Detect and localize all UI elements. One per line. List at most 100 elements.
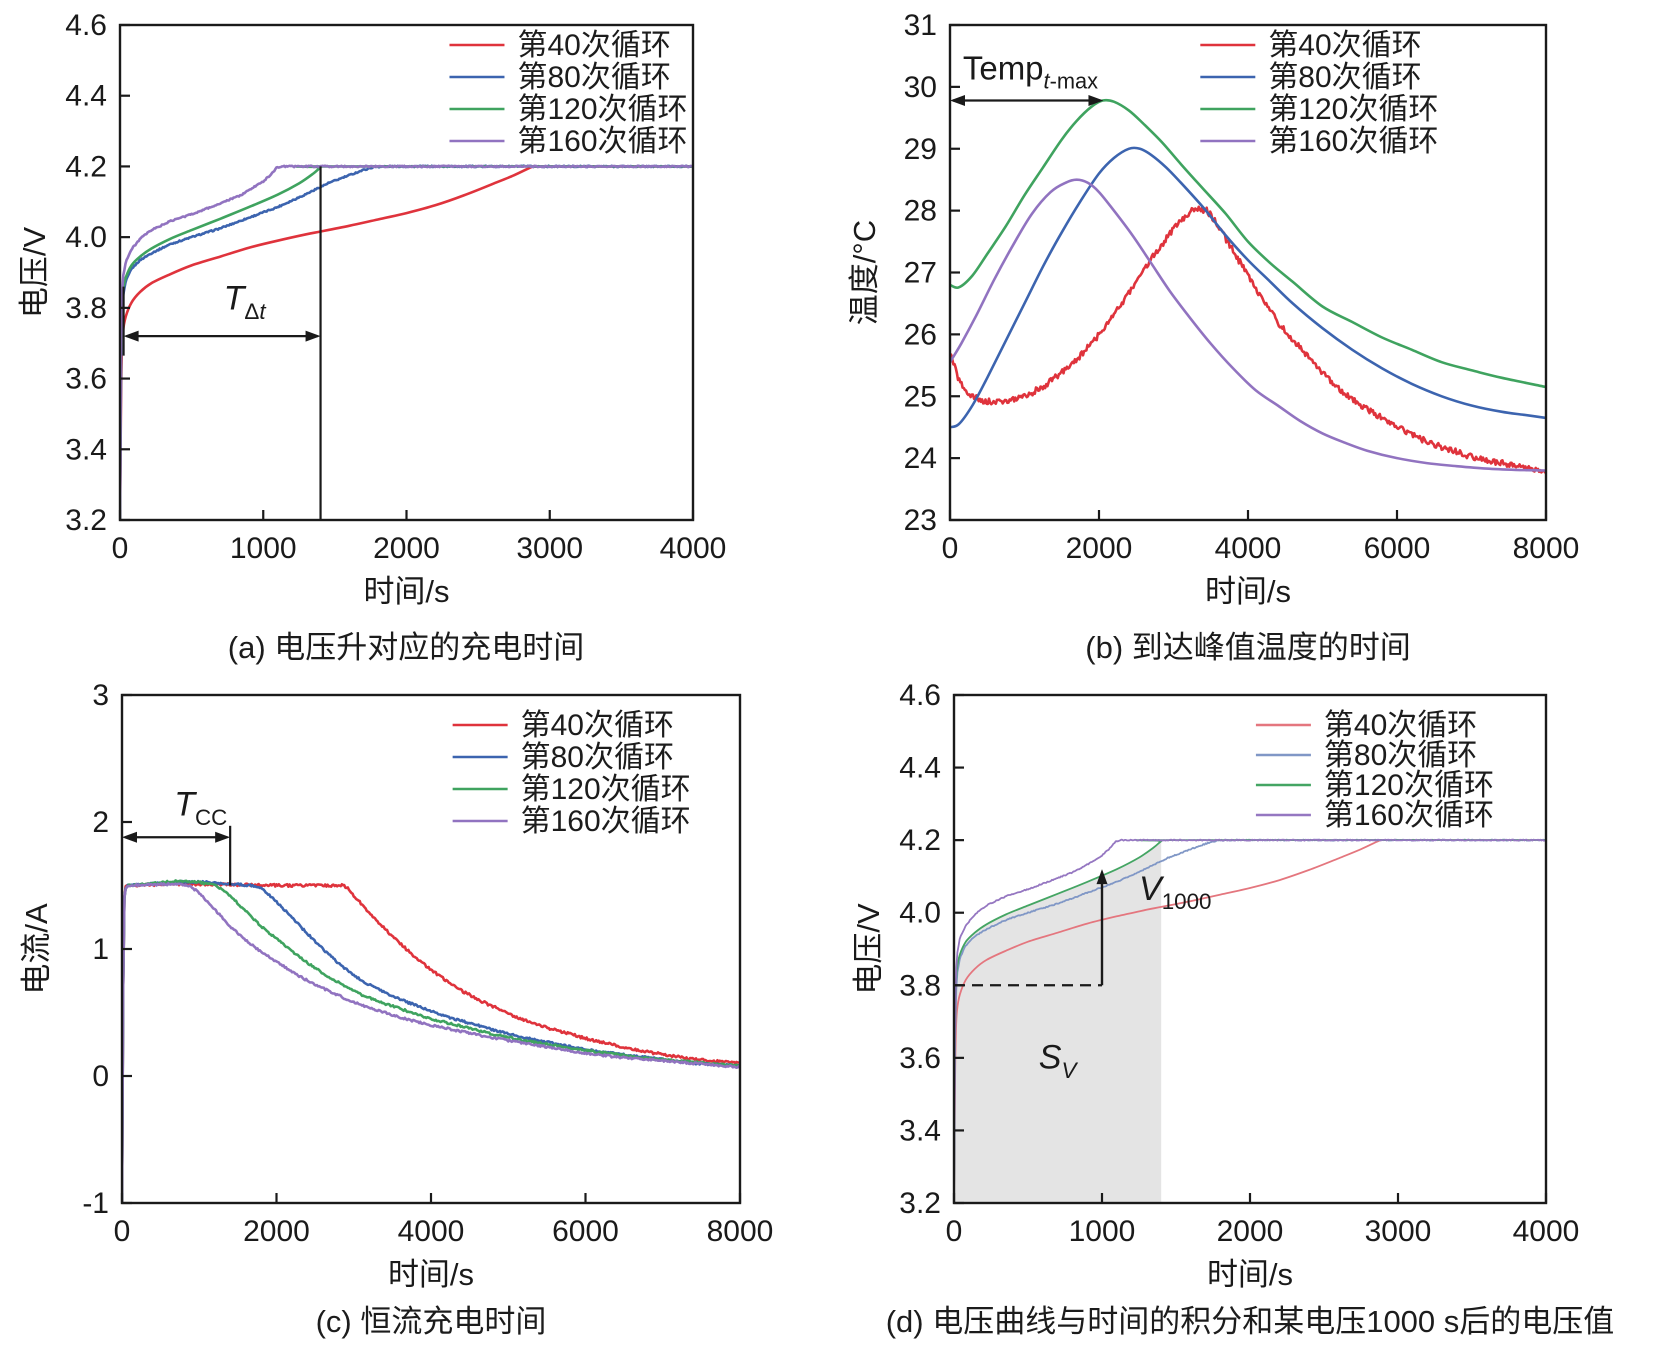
y-tick-label: 3.4 (65, 433, 107, 466)
legend-item-cycle-160: 第160次循环 (452, 805, 691, 838)
shaded-integral-area (954, 841, 1162, 1203)
y-tick-label: 3.2 (65, 504, 107, 537)
y-tick-label: 1 (92, 933, 109, 966)
curve-cycle-40 (949, 205, 1547, 475)
x-tick-label: 8000 (1513, 532, 1580, 565)
legend-label-cycle-120: 第120次循环 (517, 93, 687, 126)
curve-cycle-160 (119, 164, 694, 521)
y-tick-label: 31 (904, 9, 937, 42)
legend-label-cycle-120: 第120次循环 (521, 773, 691, 806)
legend-label-cycle-40: 第40次循环 (517, 29, 670, 62)
y-tick-label: 23 (904, 504, 937, 537)
y-tick-label: 3 (92, 679, 109, 712)
x-tick-label: 4000 (660, 532, 727, 565)
x-tick-label: 2000 (373, 532, 440, 565)
legend-item-cycle-120: 第120次循环 (449, 93, 688, 126)
x-tick-label: 2000 (1066, 532, 1133, 565)
curve-cycle-80 (949, 146, 1547, 429)
legend-label-cycle-160: 第160次循环 (517, 125, 687, 158)
y-tick-label: 25 (904, 380, 937, 413)
y-tick-label: 3.8 (899, 969, 941, 1002)
legend-label-cycle-40: 第40次循环 (1268, 29, 1421, 62)
legend-label-cycle-40: 第40次循环 (521, 709, 674, 742)
x-tick-label: 0 (942, 532, 959, 565)
x-tick-label: 6000 (1364, 532, 1431, 565)
x-tick-label: 4000 (398, 1215, 465, 1248)
double-arrow (122, 831, 231, 843)
legend-item-cycle-80: 第80次循环 (1255, 739, 1477, 772)
curve-cycle-120 (949, 98, 1547, 389)
double-arrow (950, 94, 1104, 106)
curve-cycle-160 (953, 838, 1547, 1204)
y-tick-label: 4.4 (899, 752, 941, 785)
y-tick-label: 30 (904, 71, 937, 104)
legend-label-cycle-120: 第120次循环 (1324, 769, 1494, 802)
curve-cycle-40 (953, 839, 1547, 1204)
annotation-label: Tempt-max (963, 49, 1098, 93)
up-arrow (1096, 869, 1108, 986)
legend-item-cycle-160: 第160次循环 (449, 125, 688, 158)
curve-cycle-160 (121, 882, 741, 1204)
caption-c: (c) 恒流充电时间 (316, 1304, 547, 1339)
legend-item-cycle-40: 第40次循环 (1255, 709, 1477, 742)
legend-label-cycle-80: 第80次循环 (1268, 61, 1421, 94)
legend-label-cycle-40: 第40次循环 (1324, 709, 1477, 742)
y-tick-label: 3.6 (65, 363, 107, 396)
x-tick-label: 2000 (1217, 1215, 1284, 1248)
legend-item-cycle-80: 第80次循环 (1200, 61, 1422, 94)
axes-frame (948, 23, 1548, 522)
y-tick-label: 26 (904, 318, 937, 351)
x-tick-label: 1000 (1069, 1215, 1136, 1248)
x-tick-label: 2000 (243, 1215, 310, 1248)
legend-item-cycle-40: 第40次循环 (452, 709, 674, 742)
double-arrow (123, 330, 321, 342)
x-axis-label: 时间/s (363, 574, 449, 609)
caption-b: (b) 到达峰值温度的时间 (1085, 630, 1411, 665)
legend-item-cycle-80: 第80次循环 (452, 741, 674, 774)
x-tick-label: 4000 (1513, 1215, 1580, 1248)
annotation-label: SV (1039, 1039, 1079, 1083)
y-tick-label: -1 (82, 1187, 109, 1220)
legend-label-cycle-120: 第120次循环 (1268, 93, 1438, 126)
caption-d: (d) 电压曲线与时间的积分和某电压1000 s后的电压值 (886, 1304, 1615, 1339)
x-axis-label: 时间/s (1207, 1257, 1293, 1292)
y-tick-label: 3.4 (899, 1114, 941, 1147)
y-tick-label: 4.6 (899, 679, 941, 712)
y-tick-label: 3.6 (899, 1042, 941, 1075)
curve-cycle-80 (119, 164, 694, 521)
y-axis-label: 电流/A (19, 903, 54, 995)
panel-a-voltage-chart: TΔt 0 1000 2000 3000 4000 3.2 3.4 3.6 3.8 4.0 4.2 4.… (17, 9, 726, 609)
legend-item-cycle-120: 第120次循环 (452, 773, 691, 806)
y-tick-label: 4.4 (65, 80, 107, 113)
x-tick-label: 6000 (552, 1215, 619, 1248)
y-tick-label: 4.0 (899, 897, 941, 930)
legend-label-cycle-160: 第160次循环 (1324, 799, 1494, 832)
panel-b-temperature-chart: Tempt-max 0 2000 4000 6000 8000 23 24 25 26 27 28 29… (847, 9, 1579, 609)
curve-cycle-40 (119, 165, 694, 521)
annotation-label: TΔt (224, 280, 267, 324)
y-tick-label: 28 (904, 195, 937, 228)
legend-item-cycle-80: 第80次循环 (449, 61, 671, 94)
legend-item-cycle-160: 第160次循环 (1200, 125, 1438, 158)
y-tick-label: 4.2 (65, 150, 107, 183)
y-tick-label: 4.2 (899, 824, 941, 857)
legend-item-cycle-120: 第120次循环 (1200, 93, 1438, 126)
axes-frame (120, 693, 742, 1205)
legend-label-cycle-160: 第160次循环 (1268, 125, 1438, 158)
curve-cycle-40 (121, 881, 741, 1204)
axes-frame (952, 693, 1548, 1205)
x-tick-label: 8000 (707, 1215, 774, 1248)
curve-cycle-120 (121, 879, 741, 1204)
x-tick-label: 4000 (1215, 532, 1282, 565)
y-tick-label: 2 (92, 806, 109, 839)
annotation-label: TCC (174, 786, 227, 830)
curve-cycle-80 (121, 879, 741, 1204)
x-tick-label: 3000 (1365, 1215, 1432, 1248)
y-tick-label: 3.8 (65, 292, 107, 325)
caption-a: (a) 电压升对应的充电时间 (228, 630, 585, 665)
